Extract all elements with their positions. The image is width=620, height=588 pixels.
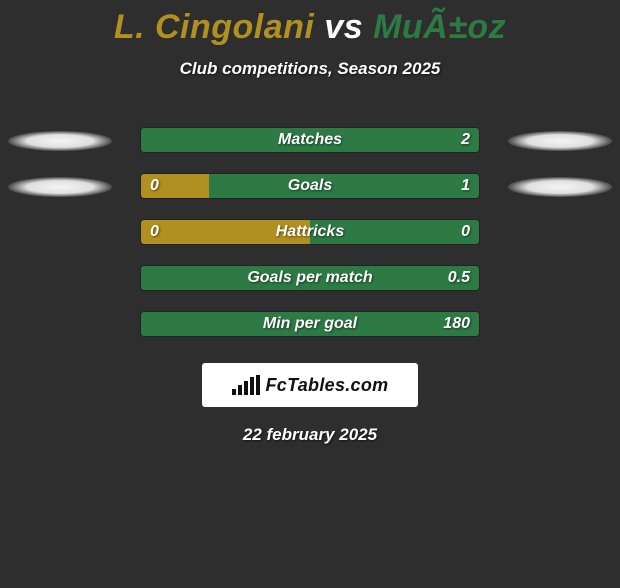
stat-rows-container: Matches2Goals01Hattricks00Goals per matc… (0, 127, 620, 337)
stat-value-right: 0.5 (448, 265, 470, 291)
icon-bar (256, 375, 260, 395)
stat-row: Hattricks0 0 (0, 219, 620, 245)
stat-row: Goals0 1 (0, 173, 620, 199)
stat-value-right: 180 (443, 311, 470, 337)
stat-row: Goals per match0.5 (0, 265, 620, 291)
icon-bar (250, 377, 254, 395)
logo-text: FcTables.com (266, 375, 389, 396)
stat-value-right: 2 (461, 127, 470, 153)
stat-row: Matches2 (0, 127, 620, 153)
stat-value-left: 0 (150, 219, 159, 245)
vs-word: vs (324, 8, 363, 46)
stat-value-right: 0 (461, 219, 470, 245)
player1-name: L. Cingolani (114, 8, 315, 46)
logo-card: FcTables.com (202, 363, 418, 407)
icon-bar (244, 381, 248, 395)
stat-label: Goals (140, 173, 480, 199)
stat-label: Matches (140, 127, 480, 153)
date-label: 22 february 2025 (0, 425, 620, 445)
glow-ellipse-left (8, 177, 112, 197)
stat-label: Min per goal (140, 311, 480, 337)
stat-label: Hattricks (140, 219, 480, 245)
glow-ellipse-left (8, 131, 112, 151)
subtitle: Club competitions, Season 2025 (0, 59, 620, 79)
bar-chart-icon (232, 375, 260, 395)
page-title: L. Cingolani vs MuÃ±oz (0, 8, 620, 47)
player2-name: MuÃ±oz (373, 8, 506, 46)
stat-value-right: 1 (461, 173, 470, 199)
stat-label: Goals per match (140, 265, 480, 291)
icon-bar (232, 389, 236, 395)
icon-bar (238, 385, 242, 395)
glow-ellipse-right (508, 177, 612, 197)
glow-ellipse-right (508, 131, 612, 151)
stat-value-left: 0 (150, 173, 159, 199)
stat-row: Min per goal180 (0, 311, 620, 337)
